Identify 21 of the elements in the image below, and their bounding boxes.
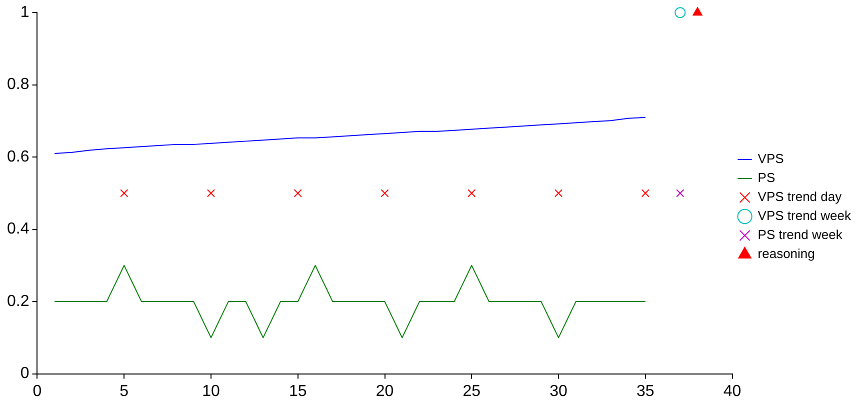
x-tick-label: 20	[376, 382, 394, 400]
x-tick-label: 10	[202, 382, 220, 400]
y-tick-label: 0.2	[6, 292, 30, 310]
x-tick-label: 0	[32, 382, 42, 400]
legend-label: PS	[758, 170, 776, 186]
legend-label: VPS	[758, 151, 784, 166]
legend-label: PS trend week	[758, 227, 843, 242]
y-tick-label: 1	[20, 4, 30, 22]
y-tick-label: 0.4	[6, 220, 30, 238]
x-tick-label: 30	[550, 382, 568, 400]
x-tick-label: 5	[120, 382, 129, 400]
x-tick-label: 40	[723, 382, 742, 400]
x-tick-label: 25	[462, 382, 481, 400]
legend-label: reasoning	[758, 246, 815, 262]
y-tick-label: 0	[20, 365, 30, 382]
y-tick-label: 0.6	[6, 148, 30, 166]
legend-label: VPS trend day	[758, 189, 842, 204]
x-tick-label: 35	[636, 382, 654, 400]
x-tick-label: 15	[288, 382, 307, 400]
y-tick-label: 0.8	[6, 76, 30, 94]
legend-label: VPS trend week	[758, 208, 852, 224]
